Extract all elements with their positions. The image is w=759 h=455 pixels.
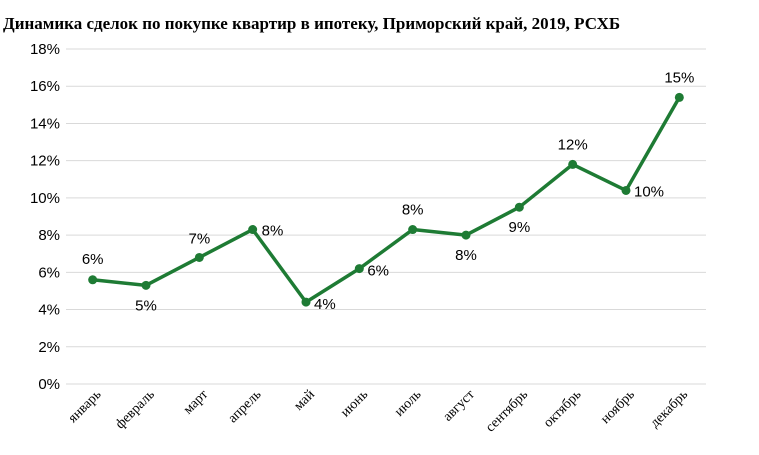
series [88,92,684,307]
data-point [194,252,204,262]
x-tick-label: апрель [226,387,265,426]
y-tick-label: 6% [38,264,60,281]
data-label: 8% [402,202,424,219]
data-label: 4% [314,296,336,313]
data-label: 6% [82,251,104,268]
data-point [301,297,311,307]
y-tick-label: 0% [38,376,60,393]
data-point [408,225,418,235]
y-tick-label: 4% [38,302,60,319]
data-label: 6% [367,263,389,280]
x-tick-label: февраль [113,387,158,432]
data-labels: 6% 5% 7% 8% 4% 6% 8% 8% 9% 12% 10% 15% [82,69,695,314]
data-label: 12% [558,136,588,153]
x-tick-label: март [181,387,211,417]
x-axis-ticks: январь февраль март апрель май июнь июль август… [66,387,692,435]
data-point [354,264,364,274]
grid-lines [66,48,706,385]
y-tick-label: 12% [30,153,60,170]
data-point [248,225,258,235]
x-tick-label: ноябрь [598,387,638,427]
y-tick-label: 14% [30,115,60,132]
data-label: 8% [455,247,477,264]
data-point [141,280,151,290]
data-point [674,92,684,102]
chart-title: Динамика сделок по покупке квартир в ипо… [3,14,620,33]
data-label: 7% [188,230,210,247]
series-line [90,95,682,304]
y-axis-ticks: 0% 2% 4% 6% 8% 10% 12% 14% 16% 18% [30,41,60,393]
y-tick-label: 2% [38,339,60,356]
x-tick-label: июль [392,387,425,420]
x-tick-label: май [291,387,318,414]
x-tick-label: октябрь [541,387,584,430]
data-point [88,275,98,285]
x-tick-label: сентябрь [483,387,531,435]
data-label: 10% [634,183,664,200]
x-tick-label: январь [66,387,105,426]
data-label: 5% [135,297,157,314]
data-label: 15% [664,69,694,86]
data-point [514,202,524,212]
x-tick-label: август [440,387,477,424]
data-point [461,230,471,240]
y-tick-label: 10% [30,190,60,207]
data-point [621,185,631,195]
x-tick-label: декабрь [648,387,692,431]
y-tick-label: 16% [30,78,60,95]
x-tick-label: июнь [338,387,371,420]
y-tick-label: 8% [38,227,60,244]
data-label: 8% [262,223,284,240]
data-point [568,159,578,169]
data-label: 9% [508,219,530,236]
y-tick-label: 18% [30,41,60,58]
